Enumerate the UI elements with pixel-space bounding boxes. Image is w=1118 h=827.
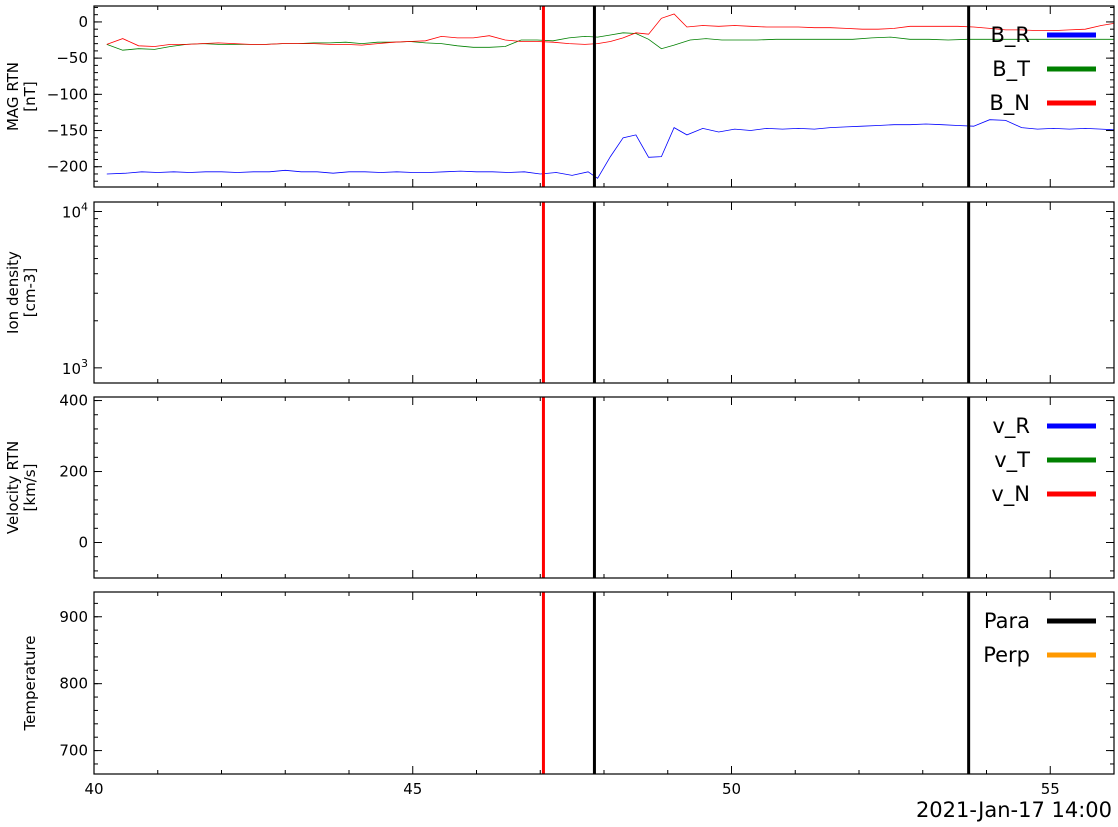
- x-tick-label: 45: [403, 780, 422, 798]
- y-axis-label: MAG RTN[nT]: [4, 62, 39, 131]
- x-tick-label: 55: [1041, 780, 1060, 798]
- x-tick-label: 50: [722, 780, 741, 798]
- legend-label-b_r: B_R: [991, 23, 1031, 48]
- panel-velocity: 400 200 0 Velocity RTN[km/s] v_R v_T v_N: [4, 392, 1115, 579]
- y-tick-label: 700: [59, 742, 88, 760]
- panel-mag: 0 −50 −100 −150 −200 MAG RTN[nT] B_R B_T B_N: [4, 5, 1115, 188]
- panel-frame: [93, 396, 1115, 579]
- y-tick-label: 103: [62, 357, 88, 378]
- panel-frame: [93, 5, 1115, 188]
- legend-label-b_n: B_N: [989, 91, 1030, 116]
- legend-label-b_t: B_T: [992, 57, 1030, 82]
- y-tick-label: 0: [78, 13, 88, 31]
- y-tick-label: 0: [78, 534, 88, 552]
- legend-label-v_r: v_R: [992, 414, 1030, 439]
- series-b_n-line: [106, 13, 1114, 47]
- series-b_r-line: [106, 119, 1114, 179]
- panel-frame: [93, 591, 1115, 775]
- y-tick-label: −50: [56, 49, 88, 67]
- panel-frame: [93, 201, 1115, 384]
- y-axis-label: Velocity RTN[km/s]: [4, 441, 39, 534]
- legend-label-v_n: v_N: [991, 482, 1030, 507]
- y-tick-label: 800: [59, 675, 88, 693]
- y-axis-label: Temperature: [21, 635, 39, 731]
- y-tick-label: 104: [62, 200, 88, 221]
- y-tick-label: −100: [47, 85, 88, 103]
- legend-label-para: Para: [984, 609, 1030, 633]
- time-label: 2021-Jan-17 14:00: [916, 798, 1112, 822]
- y-tick-label: 400: [59, 392, 88, 410]
- legend-label-perp: Perp: [983, 643, 1030, 667]
- y-axis-label: Ion density[cm-3]: [4, 251, 39, 334]
- panel-density: 104 103 Ion density[cm-3]: [4, 200, 1115, 384]
- y-tick-label: −150: [47, 122, 88, 140]
- y-tick-label: 900: [59, 608, 88, 626]
- legend-label-v_t: v_T: [994, 448, 1030, 473]
- y-tick-label: 200: [59, 463, 88, 481]
- x-tick-label: 40: [84, 780, 103, 798]
- panel-temperature: 900 800 700 Temperature Para Perp 40 45 50 55: [21, 591, 1115, 798]
- y-tick-label: −200: [47, 158, 88, 176]
